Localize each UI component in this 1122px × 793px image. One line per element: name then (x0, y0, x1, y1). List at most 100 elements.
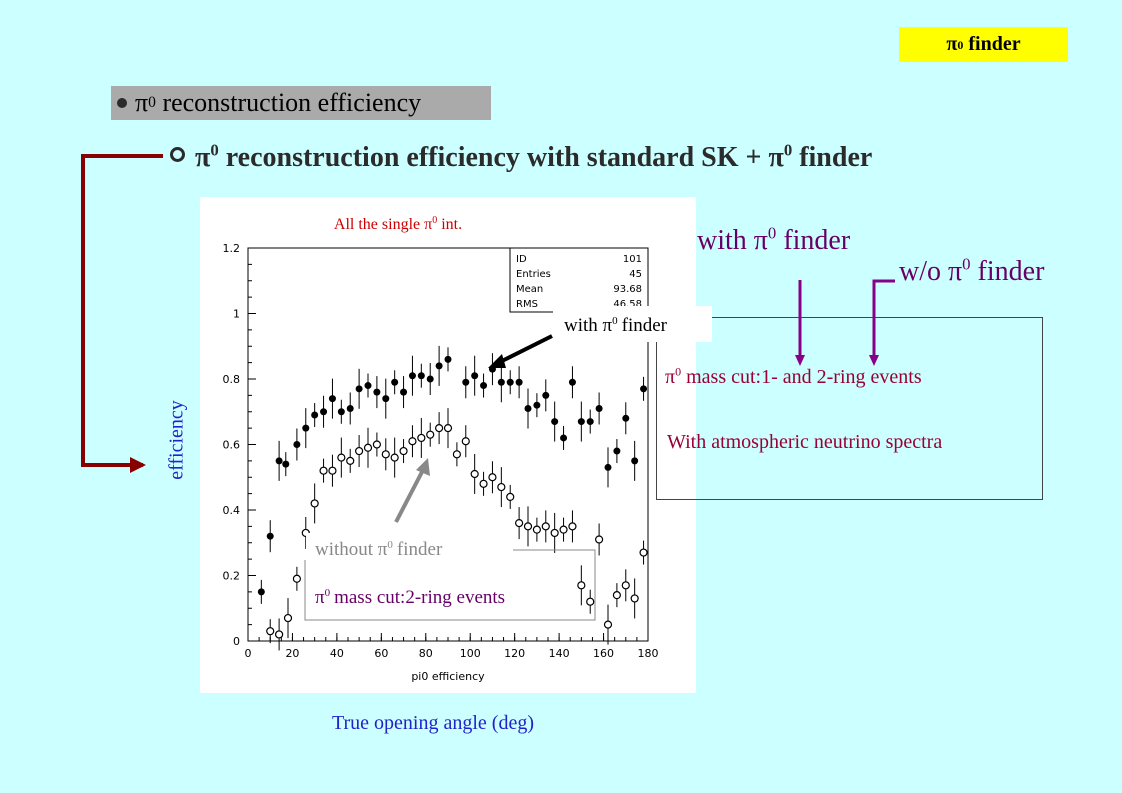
data-point (292, 574, 301, 583)
data-point (630, 594, 639, 603)
data-point (568, 378, 576, 386)
data-point (506, 492, 515, 501)
y-tick-label: 0.4 (223, 504, 241, 517)
chart-title-post: int. (441, 216, 462, 233)
bullet-icon (117, 98, 127, 108)
with-finder-sup: 0 (767, 223, 777, 243)
data-point (283, 613, 293, 623)
data-point (399, 446, 408, 456)
data-point (417, 372, 425, 380)
data-point (408, 372, 416, 380)
mass-cut-1-sup: 0 (675, 364, 682, 379)
data-point (355, 446, 364, 456)
data-point (560, 434, 568, 442)
data-point (320, 408, 328, 416)
y-axis-label: efficiency (165, 400, 188, 480)
x-tick-label: 40 (330, 647, 344, 660)
chart-title: All the single π0 int. (334, 215, 462, 233)
tag-suffix: finder (968, 33, 1021, 55)
chart-title-pre: All the single π (334, 216, 432, 233)
data-point (363, 443, 373, 452)
data-point (408, 437, 417, 446)
mass-cut-1-label: π0 mass cut:1- and 2-ring events (665, 364, 922, 389)
data-point (417, 433, 426, 443)
data-point (533, 401, 541, 409)
efficiency-chart: All the single π0 int. 0 20 40 60 80 100 120 140… (223, 215, 659, 683)
data-point (639, 548, 648, 557)
x-tick-label: 20 (285, 647, 299, 660)
stats-key: Entries (516, 269, 551, 280)
data-point (311, 411, 319, 419)
data-point (612, 591, 621, 600)
data-point (452, 450, 461, 459)
data-point (328, 466, 337, 475)
mass-cut-1-pi: π (665, 366, 676, 388)
subtitle-pi: π (135, 88, 149, 117)
data-point (640, 385, 648, 393)
title-mid: reconstruction efficiency with standard … (225, 142, 784, 173)
data-point (497, 378, 505, 386)
legend-box (656, 317, 1043, 500)
y-tick-label: 1 (233, 308, 240, 321)
data-point (328, 395, 336, 403)
stats-key: Mean (516, 284, 543, 295)
title-pi: π (195, 142, 211, 173)
x-tick-label: 180 (638, 647, 659, 660)
data-point (603, 620, 613, 629)
data-point (631, 457, 639, 465)
data-point (443, 424, 453, 433)
y-tick-label: 1.2 (223, 242, 241, 255)
y-tick-label: 0 (233, 635, 240, 648)
data-point (621, 581, 630, 590)
with-finder-post: finder (783, 225, 851, 256)
x-tick-label: 0 (245, 647, 252, 660)
x-tick-label: 100 (460, 647, 481, 660)
data-point (364, 382, 372, 390)
title-sup2: 0 (783, 140, 793, 160)
x-tick-label: 160 (593, 647, 614, 660)
data-point (301, 528, 310, 538)
stats-key: ID (516, 254, 527, 265)
axes: 0 20 40 60 80 100 120 140 160 180 0 0.2 0.4 0.6 0.8 1 1.… (223, 242, 659, 660)
series-with-finder (257, 345, 648, 604)
data-point (532, 525, 541, 534)
subtitle-text: reconstruction efficiency (162, 88, 422, 117)
data-point (613, 447, 621, 455)
stats-value: 101 (623, 254, 642, 265)
data-point (337, 408, 345, 416)
data-point (568, 522, 577, 531)
data-point (373, 388, 381, 396)
x-tick-label: 80 (419, 647, 433, 660)
ring-bullet-icon (170, 147, 185, 162)
data-point (346, 404, 354, 412)
wo-finder-post: finder (977, 256, 1045, 287)
data-point (282, 460, 290, 468)
with-finder-label: with π0 finder (697, 225, 850, 257)
with-finder-pre: with π (697, 225, 768, 256)
wo-finder-sup: 0 (962, 254, 971, 274)
wo-finder-pre: w/o π (899, 256, 963, 287)
page-title: π 0 reconstruction efficiency with standa… (170, 142, 872, 174)
data-point (275, 630, 284, 639)
data-point (506, 378, 514, 386)
stats-value: 93.68 (613, 284, 642, 295)
y-tick-label: 0.2 (223, 570, 241, 583)
tag-pi: π (946, 33, 958, 55)
data-point (319, 466, 328, 475)
data-point (372, 440, 381, 449)
data-point (275, 457, 283, 465)
data-point (595, 404, 603, 412)
title-suffix: finder (799, 142, 873, 173)
data-point (542, 391, 550, 399)
atmospheric-label: With atmospheric neutrino spectra (667, 431, 943, 453)
data-point (488, 365, 496, 373)
plot-frame: All the single π0 int. 0 20 40 60 80 100 120 140… (200, 197, 696, 693)
mass-cut-1-text: mass cut:1- and 2-ring events (686, 366, 922, 388)
data-point (435, 362, 443, 370)
data-point (257, 588, 265, 596)
stats-value: 46.58 (613, 299, 642, 310)
data-point (390, 453, 399, 462)
data-point (523, 522, 533, 531)
data-point (479, 479, 488, 488)
x-tick-label: 60 (374, 647, 388, 660)
